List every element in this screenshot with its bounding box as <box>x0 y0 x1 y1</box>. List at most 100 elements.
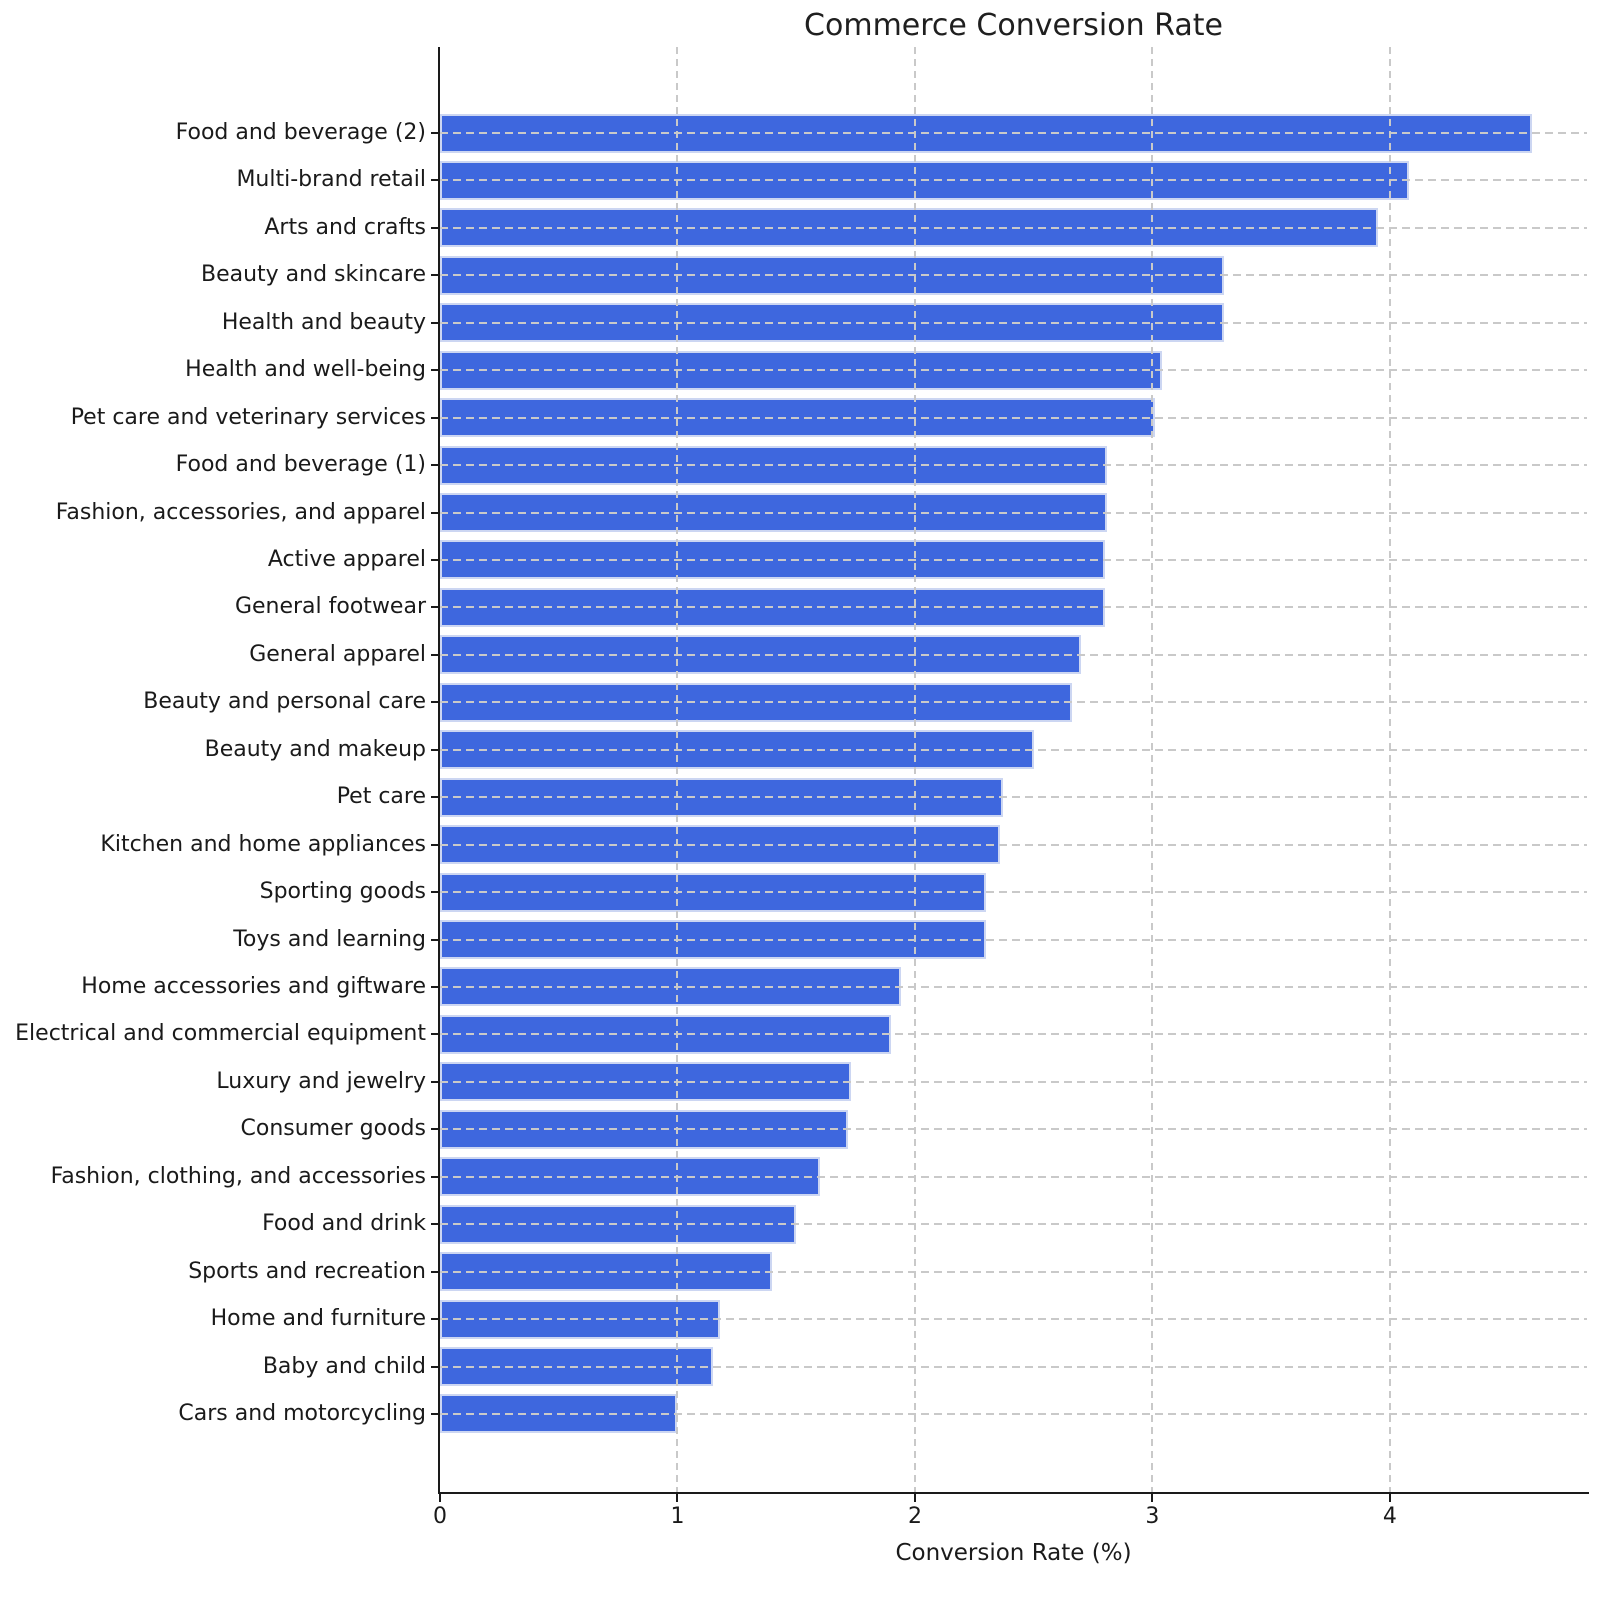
y-gridline <box>440 843 1587 846</box>
y-tick-label: Health and well-being <box>185 357 426 383</box>
y-tick-label: Home and furniture <box>210 1306 426 1332</box>
y-gridline <box>440 369 1587 372</box>
x-tick-label: 1 <box>670 1504 685 1529</box>
y-gridline <box>440 891 1587 894</box>
x-tick-mark <box>676 1493 679 1502</box>
y-tick-mark <box>431 369 440 372</box>
y-gridline <box>440 701 1587 704</box>
y-gridline <box>440 653 1587 656</box>
y-tick-label: Multi-brand retail <box>236 167 426 193</box>
y-gridline <box>440 1365 1587 1368</box>
y-tick-mark <box>431 416 440 419</box>
x-tick-label: 3 <box>1145 1504 1160 1529</box>
y-tick-mark <box>431 321 440 324</box>
y-tick-mark <box>431 938 440 941</box>
y-tick-mark <box>431 985 440 988</box>
y-tick-mark <box>431 891 440 894</box>
x-gridline <box>1388 47 1391 1493</box>
y-tick-label: Home accessories and giftware <box>81 973 426 999</box>
x-tick-mark <box>1151 1493 1154 1502</box>
y-tick-label: Sports and recreation <box>188 1258 426 1284</box>
y-tick-label: General apparel <box>249 641 426 667</box>
y-tick-label: Toys and learning <box>233 926 426 952</box>
y-gridline <box>440 1270 1587 1273</box>
y-tick-label: Health and beauty <box>221 309 426 335</box>
y-gridline <box>440 606 1587 609</box>
y-gridline <box>440 511 1587 514</box>
y-gridline <box>440 1318 1587 1321</box>
y-tick-mark <box>431 226 440 229</box>
y-tick-mark <box>431 464 440 467</box>
y-gridline <box>440 796 1587 799</box>
y-gridline <box>440 748 1587 751</box>
y-gridline <box>440 274 1587 277</box>
y-tick-label: Active apparel <box>267 546 426 572</box>
y-tick-mark <box>431 274 440 277</box>
y-gridline <box>440 1128 1587 1131</box>
x-gridline <box>676 47 679 1493</box>
y-tick-mark <box>431 179 440 182</box>
y-tick-label: Luxury and jewelry <box>216 1068 426 1094</box>
y-tick-label: Electrical and commercial equipment <box>15 1021 426 1047</box>
y-tick-label: Fashion, clothing, and accessories <box>50 1163 426 1189</box>
chart-title: Commerce Conversion Rate <box>804 8 1223 43</box>
y-tick-mark <box>431 1318 440 1321</box>
y-gridline <box>440 1175 1587 1178</box>
y-tick-label: Arts and crafts <box>264 214 426 240</box>
x-tick-mark <box>439 1493 441 1502</box>
y-tick-mark <box>431 843 440 846</box>
x-tick-label: 4 <box>1382 1504 1397 1529</box>
x-gridline <box>1151 47 1154 1493</box>
y-tick-mark <box>431 796 440 799</box>
y-tick-mark <box>431 1128 440 1131</box>
x-axis-spine <box>438 1492 1589 1494</box>
x-tick-label: 0 <box>433 1504 447 1529</box>
y-gridline <box>440 558 1587 561</box>
y-tick-mark <box>431 606 440 609</box>
y-tick-mark <box>431 511 440 514</box>
y-tick-mark <box>431 1080 440 1083</box>
x-gridline <box>913 47 916 1493</box>
y-tick-mark <box>431 748 440 751</box>
y-tick-mark <box>431 132 440 134</box>
y-gridline <box>440 179 1587 182</box>
x-tick-mark <box>1388 1493 1391 1502</box>
y-tick-mark <box>431 1033 440 1036</box>
y-tick-mark <box>431 1270 440 1273</box>
y-tick-mark <box>431 558 440 561</box>
y-gridline <box>440 416 1587 419</box>
y-tick-mark <box>431 1412 440 1415</box>
y-gridline <box>440 985 1587 988</box>
y-tick-mark <box>431 653 440 656</box>
y-gridline <box>440 132 1587 134</box>
y-tick-label: General footwear <box>234 594 426 620</box>
y-gridline <box>440 1080 1587 1083</box>
y-gridline <box>440 226 1587 229</box>
y-tick-mark <box>431 1175 440 1178</box>
y-gridline <box>440 1223 1587 1226</box>
y-gridline <box>440 1033 1587 1036</box>
y-tick-label: Pet care and veterinary services <box>70 404 426 430</box>
x-axis-label: Conversion Rate (%) <box>895 1540 1132 1566</box>
y-tick-label: Baby and child <box>262 1353 426 1379</box>
x-tick-label: 2 <box>907 1504 922 1529</box>
y-tick-label: Food and beverage (2) <box>175 120 426 145</box>
y-tick-label: Fashion, accessories, and apparel <box>55 499 426 525</box>
y-tick-mark <box>431 1223 440 1226</box>
y-tick-label: Sporting goods <box>259 879 426 905</box>
y-tick-label: Cars and motorcycling <box>178 1400 426 1426</box>
y-gridline <box>440 938 1587 941</box>
y-tick-label: Beauty and personal care <box>143 689 426 715</box>
y-gridline <box>440 321 1587 324</box>
y-tick-mark <box>431 1365 440 1368</box>
y-tick-label: Beauty and skincare <box>200 262 426 288</box>
y-tick-label: Food and beverage (1) <box>175 452 426 478</box>
y-gridline <box>440 1412 1587 1415</box>
x-tick-mark <box>913 1493 916 1502</box>
y-tick-label: Food and drink <box>262 1211 426 1237</box>
y-axis-spine <box>438 47 440 1494</box>
y-gridline <box>440 464 1587 467</box>
y-tick-label: Pet care <box>336 784 426 810</box>
y-tick-mark <box>431 701 440 704</box>
